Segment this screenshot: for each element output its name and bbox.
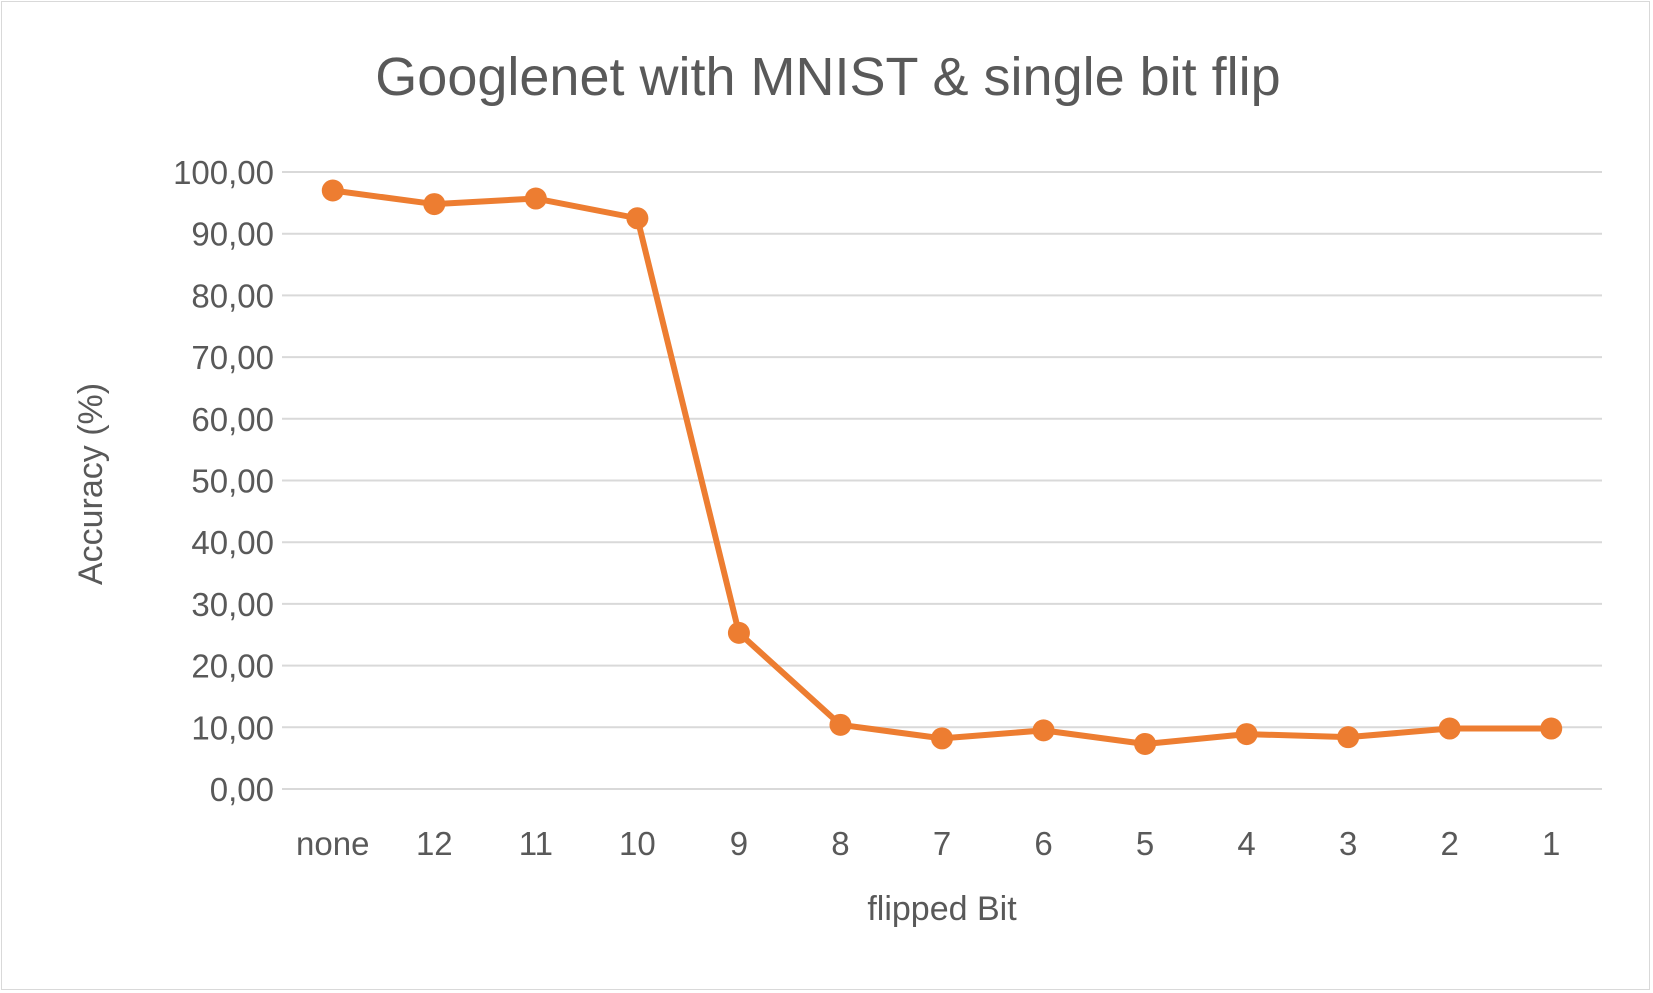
- data-point-none: [321, 179, 344, 202]
- series-line: [329, 187, 1555, 747]
- y-axis-title: Accuracy (%): [72, 383, 110, 585]
- data-point-10: [626, 207, 649, 230]
- x-tick-label: 2: [1441, 825, 1459, 862]
- x-tick-label: 4: [1237, 825, 1255, 862]
- y-tick-label: 60,00: [191, 401, 274, 438]
- x-tick-label: 10: [619, 825, 656, 862]
- x-tick-label: none: [296, 825, 369, 862]
- data-point-9: [727, 621, 750, 644]
- series-accuracy: [321, 179, 1563, 755]
- y-tick-label: 40,00: [191, 524, 274, 561]
- data-point-8: [829, 713, 852, 736]
- x-tick-label: 12: [416, 825, 453, 862]
- x-tick-label: 3: [1339, 825, 1357, 862]
- data-point-7: [931, 727, 953, 750]
- x-tick-label: 7: [933, 825, 951, 862]
- chart-title: Googlenet with MNIST & single bit flip: [375, 47, 1280, 107]
- x-tick-label: 11: [519, 825, 553, 862]
- x-tick-label: 1: [1542, 825, 1560, 862]
- data-point-4: [1235, 723, 1258, 746]
- data-point-3: [1337, 726, 1360, 749]
- x-tick-label: 5: [1136, 825, 1154, 862]
- y-tick-label: 20,00: [191, 648, 274, 685]
- y-tick-label: 70,00: [191, 339, 274, 376]
- x-axis-title: flipped Bit: [867, 890, 1017, 928]
- data-point-1: [1540, 717, 1563, 740]
- y-tick-label: 10,00: [191, 709, 274, 746]
- data-point-2: [1438, 717, 1461, 740]
- gridlines: [282, 171, 1602, 790]
- data-point-11: [524, 187, 547, 210]
- x-axis-ticks: none 12 11 10 9 8 7 6 5 4 3 2 1: [296, 825, 1560, 862]
- y-axis-ticks: 0,00 10,00 20,00 30,00 40,00 50,00 60,00 70,00 8…: [173, 154, 274, 808]
- y-tick-label: 90,00: [191, 216, 274, 253]
- data-point-12: [423, 193, 446, 216]
- data-point-6: [1032, 719, 1055, 742]
- x-tick-label: 8: [831, 825, 849, 862]
- x-tick-label: 9: [730, 825, 748, 862]
- y-tick-label: 80,00: [191, 277, 274, 314]
- y-tick-label: 50,00: [191, 463, 274, 500]
- data-point-5: [1134, 732, 1157, 755]
- y-tick-label: 0,00: [210, 771, 274, 808]
- x-tick-label: 6: [1034, 825, 1052, 862]
- y-tick-label: 30,00: [191, 586, 274, 623]
- y-tick-label: 100,00: [173, 154, 274, 191]
